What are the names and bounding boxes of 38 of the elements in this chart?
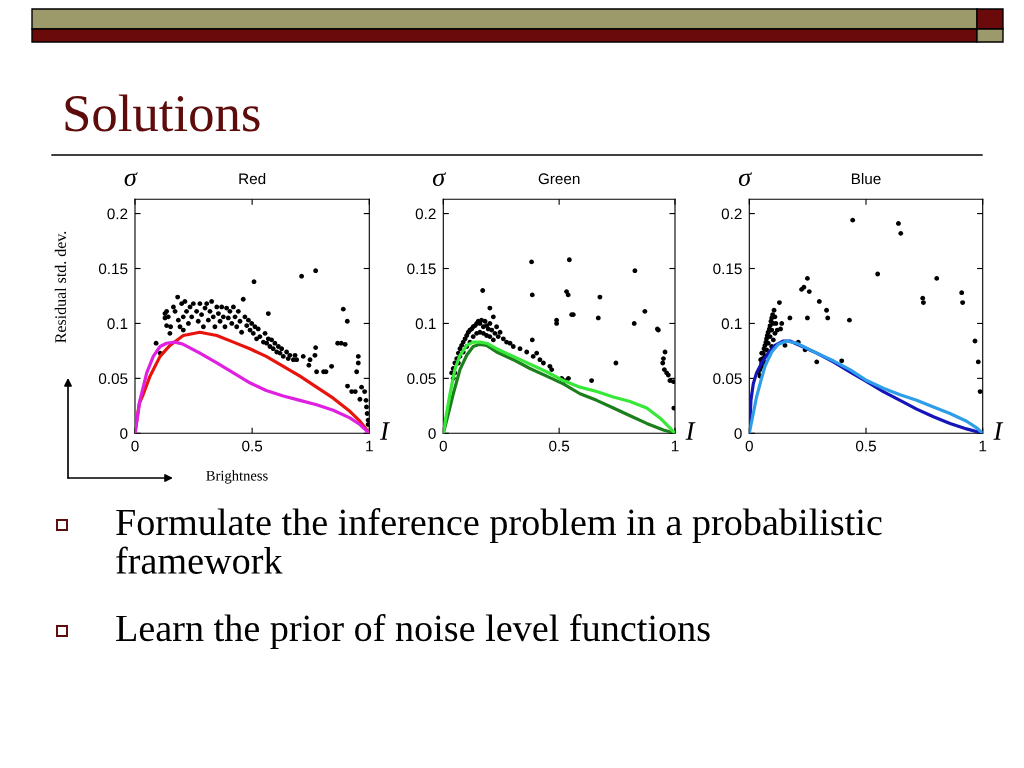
y-axis-title: σ bbox=[432, 172, 447, 187]
text: Brightness bbox=[206, 470, 268, 484]
y-tick-label: 0 bbox=[428, 428, 436, 439]
text: Learn the prior of noise level functions bbox=[116, 614, 710, 650]
y-tick-label: 0.2 bbox=[415, 208, 436, 220]
x-axis-title: I bbox=[380, 422, 390, 440]
y-tick-label: 0.2 bbox=[721, 208, 742, 220]
y-tick-label: 0.2 bbox=[107, 208, 128, 220]
y-tick-label: 0.1 bbox=[415, 318, 436, 330]
x-tick-label: 0.5 bbox=[855, 440, 876, 452]
x-tick-label: 1 bbox=[671, 440, 679, 452]
text: Solutions bbox=[65, 94, 260, 132]
x-tick-label: 0.5 bbox=[549, 440, 570, 452]
x-tick-label: 0 bbox=[439, 440, 447, 452]
text: Residual std. dev. bbox=[54, 231, 67, 343]
x-tick-label: 1 bbox=[979, 440, 987, 452]
x-tick-label: 0 bbox=[131, 440, 139, 452]
y-tick-label: 0.1 bbox=[107, 318, 128, 330]
x-tick-label: 0.5 bbox=[242, 440, 263, 452]
x-tick-label: 1 bbox=[366, 440, 373, 452]
y-tick-label: 0.1 bbox=[721, 318, 742, 330]
x-axis-title: I bbox=[685, 422, 696, 440]
y-tick-label: 0.15 bbox=[98, 263, 128, 275]
y-tick-label: 0 bbox=[734, 428, 742, 439]
y-tick-label: 0.15 bbox=[713, 263, 742, 275]
y-tick-label: 0.05 bbox=[713, 373, 742, 385]
y-axis-title: σ bbox=[124, 172, 138, 187]
x-tick-label: 0 bbox=[745, 440, 753, 452]
chart-title: Blue bbox=[851, 172, 881, 185]
y-tick-label: 0.05 bbox=[407, 373, 436, 385]
text: Formulate the inference problem in a probabilistic framework bbox=[116, 508, 882, 574]
y-tick-label: 0.15 bbox=[407, 263, 436, 275]
y-tick-label: 0 bbox=[120, 428, 128, 439]
x-axis-title: I bbox=[993, 422, 1004, 440]
y-tick-label: 0.05 bbox=[98, 373, 128, 385]
chart-title: Green bbox=[538, 173, 580, 185]
chart-title: Red bbox=[239, 172, 266, 185]
y-axis-title: σ bbox=[738, 172, 752, 187]
